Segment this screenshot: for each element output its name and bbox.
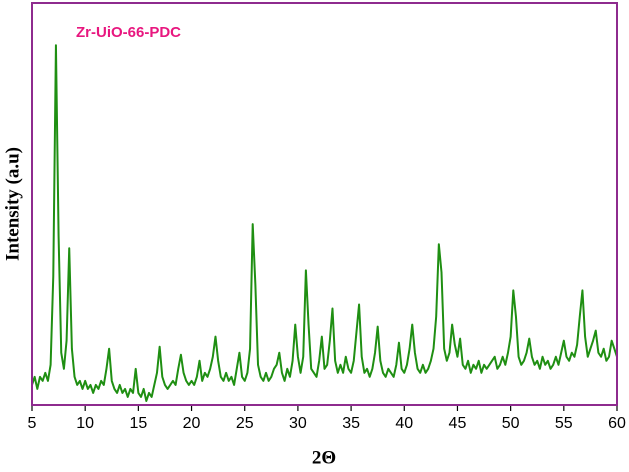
x-tick-label: 25 (236, 415, 254, 432)
x-tick-label: 20 (183, 415, 201, 432)
x-tick-label: 60 (608, 415, 626, 432)
data-line (31, 44, 618, 402)
annotation: Zr-UiO-66-PDC (76, 24, 181, 41)
x-tick-label: 50 (502, 415, 520, 432)
x-axis-title: 2Θ (312, 447, 336, 468)
x-tick-label: 35 (342, 415, 360, 432)
x-tick-label: 5 (28, 415, 37, 432)
x-tick-label: 10 (76, 415, 94, 432)
y-axis-title: Intensity (a.u) (2, 147, 23, 261)
x-tick-label: 40 (395, 415, 413, 432)
x-tick-label: 45 (449, 415, 467, 432)
x-tick-label: 55 (555, 415, 573, 432)
x-tick-label: 30 (289, 415, 307, 432)
x-tick-label: 15 (129, 415, 147, 432)
plot-frame (31, 2, 618, 406)
